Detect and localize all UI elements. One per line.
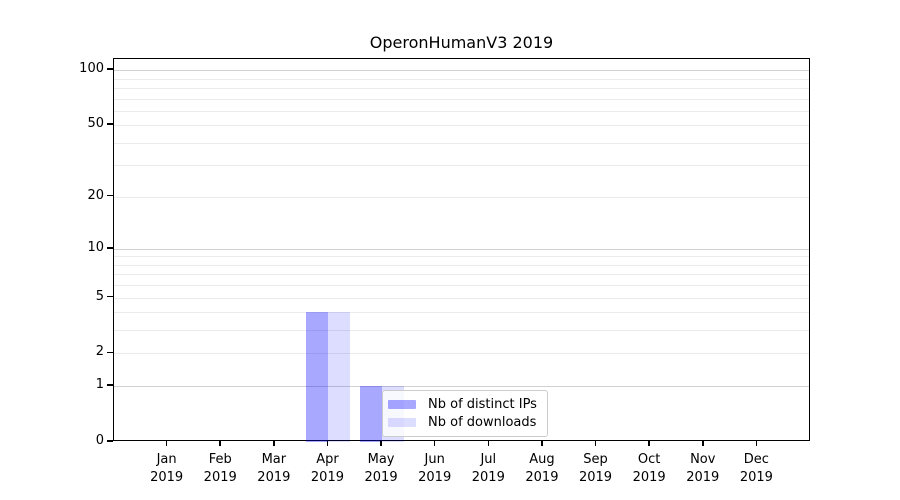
bar-apr-series1 bbox=[328, 312, 351, 442]
gridline bbox=[114, 274, 809, 276]
x-tick-mark bbox=[165, 441, 168, 446]
y-tick-mark bbox=[107, 384, 113, 386]
gridline bbox=[114, 78, 809, 80]
gridline bbox=[114, 386, 809, 388]
x-tick-label: Oct 2019 bbox=[632, 452, 666, 485]
x-tick-mark bbox=[648, 441, 650, 446]
legend-label-distinct-ips: Nb of distinct IPs bbox=[428, 396, 537, 412]
bar-may-series0 bbox=[360, 386, 383, 442]
gridline bbox=[114, 98, 809, 100]
y-tick-mark bbox=[107, 123, 113, 125]
gridline bbox=[114, 165, 809, 167]
legend: Nb of distinct IPs Nb of downloads bbox=[382, 390, 548, 437]
x-tick-mark bbox=[594, 441, 597, 446]
gridline bbox=[114, 264, 809, 266]
gridline bbox=[114, 196, 809, 198]
x-tick-mark bbox=[702, 441, 704, 446]
gridline bbox=[114, 70, 809, 72]
gridline bbox=[114, 285, 809, 287]
x-tick-label: Mar 2019 bbox=[257, 452, 291, 485]
y-tick-mark bbox=[107, 440, 113, 442]
gridline bbox=[114, 297, 809, 299]
chart-title: OperonHumanV3 2019 bbox=[369, 33, 554, 52]
y-tick-mark bbox=[107, 68, 113, 70]
x-tick-label: Dec 2019 bbox=[739, 452, 773, 485]
legend-label-downloads: Nb of downloads bbox=[428, 415, 537, 431]
legend-item-downloads: Nb of downloads bbox=[388, 414, 541, 433]
y-tick-mark bbox=[107, 194, 113, 197]
x-tick-mark bbox=[219, 441, 221, 446]
y-tick-label: 50 bbox=[87, 116, 104, 132]
gridline bbox=[114, 312, 809, 314]
x-tick-label: Jan 2019 bbox=[150, 452, 184, 485]
gridline bbox=[114, 87, 809, 89]
x-tick-label: Aug 2019 bbox=[525, 452, 559, 485]
y-tick-label: 20 bbox=[87, 187, 104, 203]
x-tick-mark bbox=[487, 441, 490, 446]
y-tick-label: 5 bbox=[95, 288, 104, 304]
gridline bbox=[114, 248, 809, 250]
y-tick-mark bbox=[107, 351, 113, 354]
gridline bbox=[114, 125, 809, 127]
y-tick-mark bbox=[107, 295, 113, 298]
gridline bbox=[114, 110, 809, 112]
legend-swatch-downloads-icon bbox=[388, 418, 416, 428]
x-tick-mark bbox=[380, 441, 382, 446]
x-tick-mark bbox=[433, 441, 436, 446]
x-tick-mark bbox=[273, 441, 275, 446]
x-tick-mark bbox=[326, 441, 329, 446]
x-tick-label: Feb 2019 bbox=[203, 452, 237, 485]
x-tick-label: Sep 2019 bbox=[578, 452, 613, 485]
y-tick-label: 2 bbox=[95, 344, 104, 360]
gridline bbox=[114, 142, 809, 144]
bar-apr-series0 bbox=[306, 312, 329, 442]
x-tick-label: Nov 2019 bbox=[686, 452, 720, 485]
y-tick-label: 1 bbox=[95, 377, 104, 393]
x-tick-label: Apr 2019 bbox=[310, 452, 344, 485]
legend-item-distinct-ips: Nb of distinct IPs bbox=[388, 395, 541, 414]
plot-area: Nb of distinct IPs Nb of downloads bbox=[113, 58, 810, 442]
y-tick-label: 10 bbox=[87, 239, 104, 255]
x-tick-label: May 2019 bbox=[364, 452, 398, 485]
x-tick-label: Jul 2019 bbox=[471, 452, 505, 485]
x-tick-mark bbox=[541, 441, 543, 446]
y-tick-mark bbox=[107, 247, 113, 249]
legend-swatch-distinct-ips-icon bbox=[388, 399, 416, 409]
gridline bbox=[114, 256, 809, 258]
x-tick-label: Jun 2019 bbox=[418, 452, 452, 485]
x-tick-mark bbox=[755, 441, 758, 446]
gridline bbox=[114, 353, 809, 355]
y-tick-label: 0 bbox=[95, 433, 104, 448]
y-tick-label: 100 bbox=[79, 61, 104, 77]
gridline bbox=[114, 330, 809, 332]
